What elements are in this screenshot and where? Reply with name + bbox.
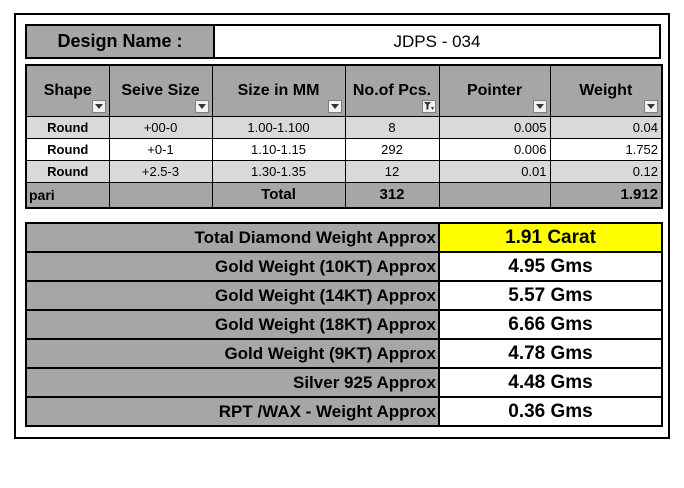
summary-row: Silver 925 Approx 4.48 Gms xyxy=(25,367,663,398)
column-header-seive-size[interactable]: Seive Size xyxy=(108,64,213,117)
column-header-pcs[interactable]: No.of Pcs. xyxy=(344,64,440,117)
filter-active-icon[interactable] xyxy=(421,99,436,113)
cell-size-mm[interactable]: 1.00-1.100 xyxy=(211,115,346,139)
table-total-row: pari Total 312 1.912 xyxy=(25,181,663,209)
column-header-size-mm[interactable]: Size in MM xyxy=(211,64,346,117)
design-name-value[interactable]: JDPS - 034 xyxy=(393,31,481,51)
summary-row: Gold Weight (9KT) Approx 4.78 Gms xyxy=(25,338,663,369)
summary-label[interactable]: Silver 925 Approx xyxy=(25,367,440,398)
summary-value[interactable]: 1.91 Carat xyxy=(438,222,663,253)
cell-shape[interactable]: Round xyxy=(25,115,110,139)
dropdown-arrow-icon[interactable] xyxy=(194,99,209,113)
summary-value[interactable]: 5.57 Gms xyxy=(438,280,663,311)
column-header-pointer[interactable]: Pointer xyxy=(438,64,551,117)
cell-size-mm[interactable]: 1.10-1.15 xyxy=(211,137,346,161)
cell-seive-size[interactable]: +00-0 xyxy=(108,115,213,139)
cell-pointer[interactable]: 0.01 xyxy=(438,159,551,183)
summary-label[interactable]: Gold Weight (10KT) Approx xyxy=(25,251,440,282)
summary-value[interactable]: 4.48 Gms xyxy=(438,367,663,398)
table-row: Round +0-1 1.10-1.15 292 0.006 1.752 xyxy=(25,137,663,161)
cell-pointer[interactable]: 0.005 xyxy=(438,115,551,139)
summary-value[interactable]: 4.95 Gms xyxy=(438,251,663,282)
column-header-weight[interactable]: Weight xyxy=(549,64,663,117)
cell-pcs[interactable]: 8 xyxy=(344,115,440,139)
total-row-empty-cell[interactable] xyxy=(438,181,551,209)
summary-value[interactable]: 0.36 Gms xyxy=(438,396,663,427)
total-row-shape[interactable]: pari xyxy=(25,181,110,209)
total-label[interactable]: Total xyxy=(211,181,346,209)
cell-weight[interactable]: 1.752 xyxy=(549,137,663,161)
cell-size-mm[interactable]: 1.30-1.35 xyxy=(211,159,346,183)
dropdown-arrow-icon[interactable] xyxy=(327,99,342,113)
dropdown-arrow-icon[interactable] xyxy=(644,99,658,113)
cell-seive-size[interactable]: +0-1 xyxy=(108,137,213,161)
table-row: Round +2.5-3 1.30-1.35 12 0.01 0.12 xyxy=(25,159,663,183)
cell-weight[interactable]: 0.04 xyxy=(549,115,663,139)
design-name-row: Design Name : JDPS - 034 xyxy=(25,24,661,59)
cell-pointer[interactable]: 0.006 xyxy=(438,137,551,161)
summary-value[interactable]: 6.66 Gms xyxy=(438,309,663,340)
cell-pcs[interactable]: 292 xyxy=(344,137,440,161)
cell-shape[interactable]: Round xyxy=(25,137,110,161)
summary-row: Gold Weight (18KT) Approx 6.66 Gms xyxy=(25,309,663,340)
summary-value[interactable]: 4.78 Gms xyxy=(438,338,663,369)
summary-label[interactable]: Total Diamond Weight Approx xyxy=(25,222,440,253)
total-weight[interactable]: 1.912 xyxy=(549,181,663,209)
summary-label[interactable]: RPT /WAX - Weight Approx xyxy=(25,396,440,427)
cell-shape[interactable]: Round xyxy=(25,159,110,183)
summary-row: Gold Weight (14KT) Approx 5.57 Gms xyxy=(25,280,663,311)
design-name-label: Design Name : xyxy=(27,26,215,57)
summary-label[interactable]: Gold Weight (18KT) Approx xyxy=(25,309,440,340)
summary-row: Gold Weight (10KT) Approx 4.95 Gms xyxy=(25,251,663,282)
summary-row: RPT /WAX - Weight Approx 0.36 Gms xyxy=(25,396,663,427)
table-row: Round +00-0 1.00-1.100 8 0.005 0.04 xyxy=(25,115,663,139)
stone-details-table: Shape Seive Size Size in MM No.of Pcs. P… xyxy=(25,64,663,209)
total-row-empty-cell[interactable] xyxy=(108,181,213,209)
summary-label[interactable]: Gold Weight (14KT) Approx xyxy=(25,280,440,311)
total-pcs[interactable]: 312 xyxy=(344,181,440,209)
table-header-row: Shape Seive Size Size in MM No.of Pcs. P… xyxy=(25,64,663,117)
column-header-shape[interactable]: Shape xyxy=(25,64,110,117)
cell-seive-size[interactable]: +2.5-3 xyxy=(108,159,213,183)
dropdown-arrow-icon[interactable] xyxy=(91,99,106,113)
dropdown-arrow-icon[interactable] xyxy=(532,99,547,113)
summary-row: Total Diamond Weight Approx 1.91 Carat xyxy=(25,222,663,253)
cell-pcs[interactable]: 12 xyxy=(344,159,440,183)
cell-weight[interactable]: 0.12 xyxy=(549,159,663,183)
summary-label[interactable]: Gold Weight (9KT) Approx xyxy=(25,338,440,369)
weight-summary-table: Total Diamond Weight Approx 1.91 Carat G… xyxy=(25,222,663,427)
